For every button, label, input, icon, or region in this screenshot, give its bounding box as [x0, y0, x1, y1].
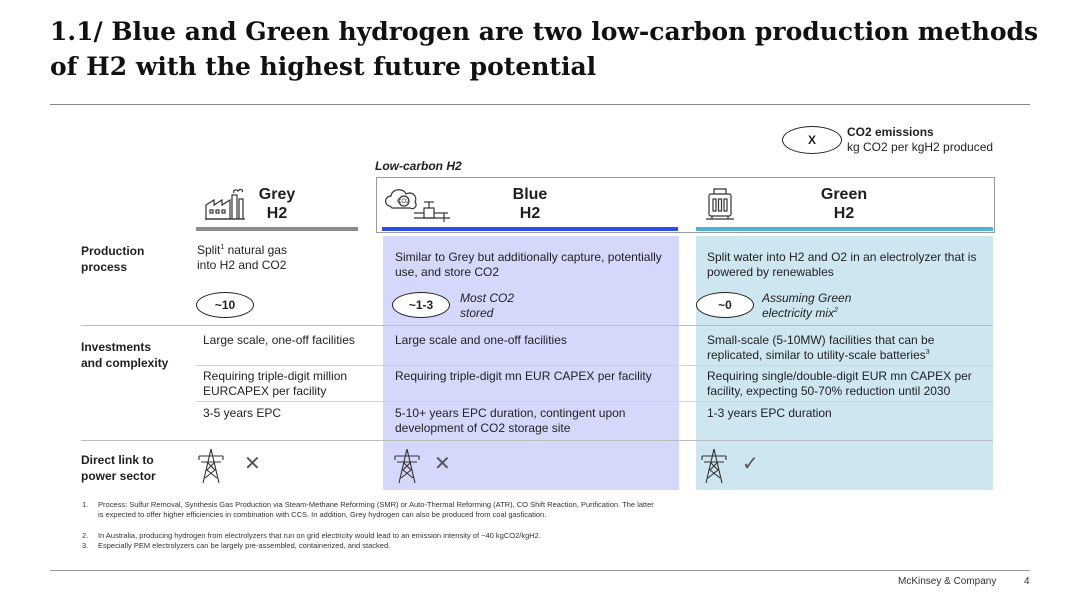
factory-icon: [205, 188, 245, 220]
legend-subtitle: kg CO2 per kgH2 produced: [847, 140, 994, 154]
co2-capture-icon: CO2: [385, 189, 450, 222]
footnote-number: 1.: [82, 500, 89, 509]
grey-investment-epc: 3-5 years EPC: [203, 406, 282, 420]
legend-symbol: X: [782, 126, 842, 154]
grey-investment-scale: Large scale, one-off facilities: [203, 333, 355, 347]
grey-header: Grey H2: [252, 185, 302, 223]
blue-column-bar: [382, 227, 678, 231]
svg-text:CO2: CO2: [397, 199, 410, 205]
blue-header-line2: H2: [519, 205, 541, 222]
page-number: 4: [1024, 576, 1030, 587]
green-investment-scale: Small-scale (5-10MW) facilities that can…: [707, 333, 935, 362]
green-header: Green H2: [809, 185, 879, 223]
grey-emission-badge: ~10: [196, 292, 254, 318]
blue-header: Blue H2: [495, 185, 565, 223]
blue-investment-capex: Requiring triple-digit mn EUR CAPEX per …: [395, 369, 652, 383]
transmission-tower-icon: [394, 448, 420, 484]
row-divider: [81, 440, 993, 441]
blue-emission-badge: ~1-3: [392, 292, 450, 318]
footnote-text: Especially PEM electrolyzers can be larg…: [98, 541, 391, 550]
row-label-investments: Investments and complexity: [81, 340, 169, 370]
blue-investment-scale: Large scale and one-off facilities: [395, 333, 567, 347]
title-divider: [50, 104, 1030, 105]
blue-investment-epc: 5-10+ years EPC duration, contingent upo…: [395, 406, 626, 435]
green-column-background: [696, 236, 993, 490]
footer-divider: [50, 570, 1030, 571]
green-column-bar: [696, 227, 993, 231]
blue-column-background: [383, 236, 679, 490]
grey-power-mark: ✕: [244, 453, 261, 475]
low-carbon-label: Low-carbon H2: [375, 159, 462, 173]
footnote-number: 3.: [82, 541, 89, 550]
low-carbon-frame: [376, 177, 995, 233]
brand-name: McKinsey & Company: [898, 576, 997, 587]
transmission-tower-icon: [198, 448, 224, 484]
row-divider: [196, 401, 993, 402]
row-divider: [81, 325, 993, 326]
row-divider: [196, 365, 993, 366]
transmission-tower-icon: [701, 448, 727, 484]
row-label-power: Direct link to power sector: [81, 453, 156, 483]
green-emission-badge: ~0: [696, 292, 754, 318]
blue-header-line1: Blue: [512, 186, 548, 203]
grey-investment-capex: Requiring triple-digit million EURCAPEX …: [203, 369, 348, 398]
legend-title: CO2 emissions: [847, 125, 934, 139]
green-power-mark: ✓: [742, 453, 759, 475]
blue-emission-note: Most CO2 stored: [460, 291, 515, 320]
grey-column-bar: [196, 227, 358, 231]
green-investment-epc: 1-3 years EPC duration: [707, 406, 832, 420]
grey-header-line1: Grey: [258, 186, 296, 203]
grey-production-text: Split1 natural gas into H2 and CO2: [197, 243, 287, 272]
green-header-line1: Green: [820, 186, 868, 203]
electrolyzer-icon: [706, 188, 734, 220]
green-production-text: Split water into H2 and O2 in an electro…: [707, 250, 977, 279]
page-title: 1.1/ Blue and Green hydrogen are two low…: [50, 17, 1039, 81]
green-investment-capex: Requiring single/double-digit EUR mn CAP…: [707, 369, 972, 398]
blue-power-mark: ✕: [434, 453, 451, 475]
grey-header-line2: H2: [266, 205, 288, 222]
green-emission-note: Assuming Green electricity mix2: [762, 291, 852, 320]
row-label-production: Production process: [81, 244, 145, 274]
blue-production-text: Similar to Grey but additionally capture…: [395, 250, 662, 279]
footnote-number: 2.: [82, 531, 89, 540]
footnote-text: In Australia, producing hydrogen from el…: [98, 531, 541, 540]
footnote-text: Process: Sulfur Removal, Synthesis Gas P…: [98, 500, 654, 519]
green-header-line2: H2: [833, 205, 855, 222]
